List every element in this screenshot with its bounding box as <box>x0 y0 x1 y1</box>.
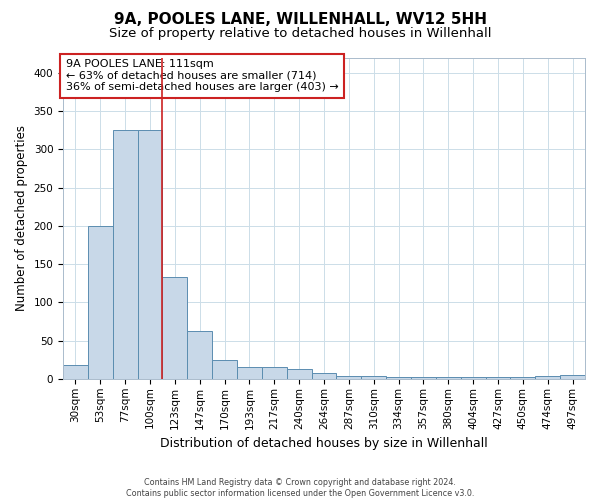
Bar <box>287 369 311 379</box>
Bar <box>361 376 386 379</box>
Bar <box>212 360 237 379</box>
Text: Size of property relative to detached houses in Willenhall: Size of property relative to detached ho… <box>109 28 491 40</box>
Bar <box>63 365 88 379</box>
Bar <box>411 376 436 379</box>
Bar <box>386 376 411 379</box>
Bar <box>436 376 461 379</box>
Text: Contains HM Land Registry data © Crown copyright and database right 2024.
Contai: Contains HM Land Registry data © Crown c… <box>126 478 474 498</box>
Y-axis label: Number of detached properties: Number of detached properties <box>15 125 28 311</box>
Bar <box>511 378 535 379</box>
Bar <box>262 368 287 379</box>
X-axis label: Distribution of detached houses by size in Willenhall: Distribution of detached houses by size … <box>160 437 488 450</box>
Bar <box>535 376 560 379</box>
Text: 9A POOLES LANE: 111sqm
← 63% of detached houses are smaller (714)
36% of semi-de: 9A POOLES LANE: 111sqm ← 63% of detached… <box>65 59 338 92</box>
Bar <box>485 378 511 379</box>
Bar <box>311 373 337 379</box>
Bar <box>88 226 113 379</box>
Bar <box>187 330 212 379</box>
Bar <box>163 277 187 379</box>
Bar <box>113 130 137 379</box>
Bar <box>337 376 361 379</box>
Bar <box>137 130 163 379</box>
Text: 9A, POOLES LANE, WILLENHALL, WV12 5HH: 9A, POOLES LANE, WILLENHALL, WV12 5HH <box>113 12 487 28</box>
Bar <box>461 376 485 379</box>
Bar <box>237 366 262 379</box>
Bar <box>560 375 585 379</box>
